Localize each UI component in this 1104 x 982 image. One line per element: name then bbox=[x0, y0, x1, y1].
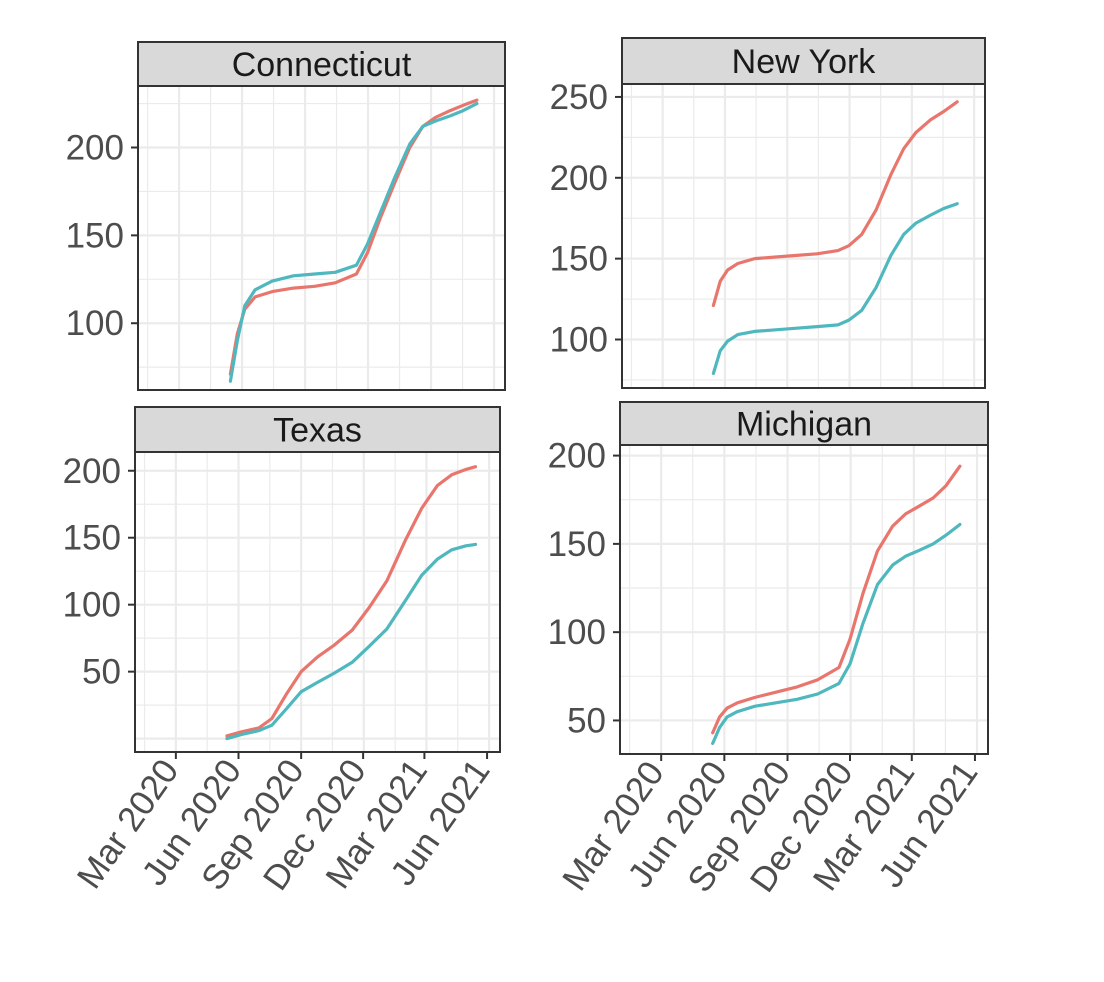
series-line-2 bbox=[711, 522, 962, 745]
y-tick-label: 100 bbox=[66, 304, 124, 343]
facet-strip-label: New York bbox=[732, 43, 877, 81]
facet-strip bbox=[134, 406, 501, 453]
plot-background bbox=[620, 445, 988, 754]
series-line-2 bbox=[228, 102, 479, 383]
series-line-1 bbox=[711, 100, 959, 308]
y-tick-label: 200 bbox=[63, 452, 121, 491]
y-tick-label: 150 bbox=[66, 216, 124, 255]
y-tick-label: 50 bbox=[567, 701, 606, 740]
grid bbox=[622, 84, 985, 388]
grid bbox=[138, 86, 505, 390]
plot-background bbox=[138, 86, 505, 390]
series-line-1 bbox=[228, 98, 479, 376]
y-tick-label: 150 bbox=[63, 519, 121, 558]
series-line-2 bbox=[225, 542, 478, 741]
y-tick-label: 150 bbox=[548, 525, 606, 564]
facet-strip bbox=[137, 41, 506, 87]
y-tick-label: 150 bbox=[550, 240, 608, 279]
grid bbox=[135, 452, 500, 752]
y-tick-label: 100 bbox=[548, 613, 606, 652]
facet-strip-label: Texas bbox=[273, 412, 362, 450]
panel-new-york: New York 100 150 200 250 bbox=[550, 37, 986, 389]
facet-strip-label: Connecticut bbox=[232, 46, 412, 84]
panel-connecticut: Connecticut 100 150 200 bbox=[66, 41, 506, 391]
y-tick-label: 100 bbox=[63, 586, 121, 625]
series-line-1 bbox=[225, 465, 478, 738]
facet-strip bbox=[619, 401, 989, 446]
y-tick-label: 200 bbox=[66, 129, 124, 168]
y-tick-label: 100 bbox=[550, 320, 608, 359]
y-tick-label: 250 bbox=[550, 78, 608, 117]
grid bbox=[620, 445, 988, 754]
plot-background bbox=[135, 452, 500, 752]
facet-strip-label: Michigan bbox=[736, 406, 872, 444]
y-tick-label: 200 bbox=[548, 437, 606, 476]
series-line-1 bbox=[711, 464, 962, 735]
series-line-2 bbox=[711, 202, 959, 375]
plot-background bbox=[622, 84, 985, 388]
y-tick-label: 200 bbox=[550, 159, 608, 198]
facet-strip bbox=[621, 37, 986, 85]
y-tick-label: 50 bbox=[82, 653, 121, 692]
